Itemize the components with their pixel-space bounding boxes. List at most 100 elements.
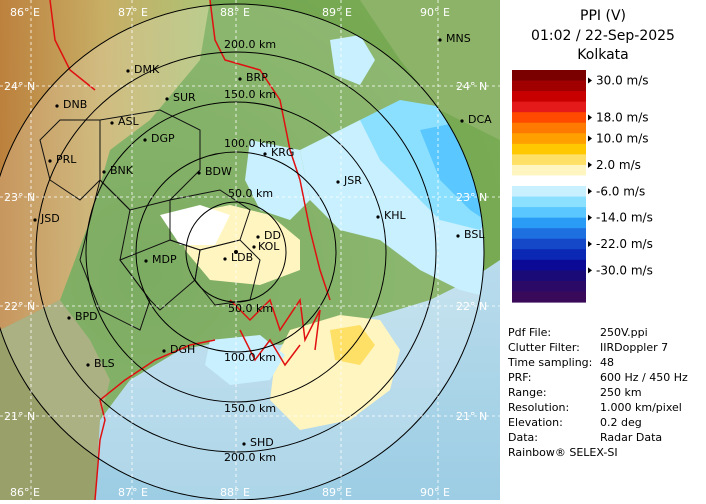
- city-mdp: MDP: [144, 253, 177, 266]
- svg-text:BRP: BRP: [246, 71, 268, 84]
- color-scale-label: 18.0 m/s: [596, 110, 649, 124]
- city-bnk: BNK: [102, 164, 134, 177]
- ring-label-100-north: 100.0 km: [224, 137, 276, 150]
- color-scale-label: -30.0 m/s: [596, 263, 653, 277]
- info-key: Resolution:: [508, 401, 570, 414]
- latitude-labels: 24° N 23° N 22° N 21° N 24° N 23° N 22° …: [4, 80, 487, 423]
- info-key: Clutter Filter:: [508, 341, 580, 354]
- color-scale-tick: [588, 114, 592, 121]
- ring-label-200-south: 200.0 km: [224, 451, 276, 464]
- coastline-and-rivers: [49, 0, 331, 501]
- color-scale-swatch: [512, 164, 586, 177]
- ring-label-50-north: 50.0 km: [228, 187, 273, 200]
- info-value: 250 km: [600, 386, 642, 399]
- svg-text:DMK: DMK: [134, 63, 160, 76]
- range-ring-labels: 200.0 km 150.0 km 100.0 km 50.0 km 50.0 …: [224, 38, 276, 464]
- color-scale-swatch: [512, 238, 586, 250]
- info-value: 600 Hz / 450 Hz: [600, 371, 688, 384]
- city-ldb: LDB: [223, 251, 253, 264]
- color-scale-label: -22.0 m/s: [596, 237, 653, 251]
- color-scale-label: 2.0 m/s: [596, 158, 641, 172]
- lat-label-24-right: 24° N: [456, 80, 487, 93]
- lon-label-88-top: 88° E: [220, 6, 250, 19]
- city-brp: BRP: [238, 71, 268, 84]
- plateau-terrain: [0, 0, 210, 330]
- info-value: 0.2 deg: [600, 416, 642, 429]
- color-scale-swatch: [512, 133, 586, 145]
- color-scale-swatch: [512, 175, 586, 187]
- coastal-terrain: [0, 300, 110, 500]
- color-scale-label: 30.0 m/s: [596, 74, 649, 88]
- color-scale-tick: [588, 267, 592, 274]
- svg-text:MNS: MNS: [446, 32, 471, 45]
- product-title: PPI (V): [580, 8, 626, 24]
- info-key: Range:: [508, 386, 547, 399]
- color-scale-labels: 30.0 m/s 18.0 m/s 10.0 m/s 2.0 m/s -6.0 m/s -…: [588, 74, 653, 277]
- info-range: Range: 250 km: [508, 386, 642, 399]
- lon-label-87-top: 87° E: [118, 6, 148, 19]
- city-markers: MNS DMK BRP DNB SUR ASL DGP DCA PRL KRG …: [33, 32, 492, 449]
- color-scale-tick: [588, 241, 592, 247]
- svg-text:KOL: KOL: [258, 240, 280, 253]
- svg-text:DCA: DCA: [468, 113, 492, 126]
- svg-text:MDP: MDP: [152, 253, 177, 266]
- color-scale-tick: [588, 188, 592, 195]
- color-scale-swatch: [512, 280, 586, 293]
- info-value: 250V.ppi: [600, 326, 648, 339]
- legend-panel: PPI (V) 01:02 / 22-Sep-2025 Kolkata 30.0…: [500, 0, 706, 500]
- svg-text:BDW: BDW: [205, 165, 232, 178]
- longitude-labels: 86° E 87° E 88° E 89° E 90° E 86° E 87° …: [10, 6, 450, 499]
- ring-label-150-south: 150.0 km: [224, 402, 276, 415]
- info-clutter-filter: Clutter Filter: IIRDoppler 7: [508, 341, 668, 354]
- city-bpd: BPD: [67, 310, 98, 323]
- color-scale-swatch: [512, 91, 586, 103]
- lat-label-23-left: 23° N: [4, 191, 35, 204]
- info-key: Time sampling:: [508, 356, 593, 369]
- svg-text:JSD: JSD: [40, 212, 60, 225]
- city-dnb: DNB: [55, 98, 87, 111]
- lon-label-89-top: 89° E: [322, 6, 352, 19]
- color-scale-swatch: [512, 186, 586, 198]
- lon-label-86-bottom: 86° E: [10, 486, 40, 499]
- color-scale-swatch: [512, 291, 586, 303]
- radar-map: 86° E 87° E 88° E 89° E 90° E 86° E 87° …: [0, 0, 500, 501]
- ring-label-100-south: 100.0 km: [224, 351, 276, 364]
- city-dca: DCA: [460, 113, 492, 126]
- lat-label-21-left: 21° N: [4, 410, 35, 423]
- city-asl: ASL: [110, 115, 140, 128]
- info-time-sampling: Time sampling: 48: [508, 356, 614, 369]
- color-scale-swatch: [512, 228, 586, 240]
- color-scale-swatch: [512, 154, 586, 166]
- city-sur: SUR: [165, 91, 196, 104]
- info-elevation: Elevation: 0.2 deg: [508, 416, 642, 429]
- svg-text:KRG: KRG: [271, 146, 294, 159]
- lat-lon-grid: [0, 0, 500, 500]
- color-scale-tick: [588, 135, 592, 142]
- color-scale-swatch: [512, 143, 586, 155]
- color-scale-swatch: [512, 207, 586, 219]
- city-khl: KHL: [376, 209, 406, 222]
- lon-label-90-bottom: 90° E: [420, 486, 450, 499]
- city-bls: BLS: [86, 357, 115, 370]
- city-mns: MNS: [438, 32, 471, 45]
- lon-label-86-top: 86° E: [10, 6, 40, 19]
- svg-text:BPD: BPD: [75, 310, 98, 323]
- lat-label-24-left: 24° N: [4, 80, 35, 93]
- city-jsd: JSD: [33, 212, 60, 225]
- ring-label-200-north: 200.0 km: [224, 38, 276, 51]
- info-key: PRF:: [508, 371, 532, 384]
- city-jsr: JSR: [336, 174, 362, 187]
- city-bdw: BDW: [197, 165, 232, 178]
- city-kol: KOL: [252, 240, 280, 253]
- station-name: Kolkata: [577, 47, 629, 63]
- color-scale-swatch: [512, 270, 586, 282]
- svg-text:BNK: BNK: [110, 164, 134, 177]
- color-scale-label: -14.0 m/s: [596, 211, 653, 225]
- svg-text:BSL: BSL: [464, 228, 485, 241]
- city-krg: KRG: [263, 146, 294, 159]
- city-dd: DD: [256, 229, 281, 242]
- color-scale-tick: [588, 77, 592, 84]
- color-scale-label: 10.0 m/s: [596, 132, 649, 146]
- info-prf: PRF: 600 Hz / 450 Hz: [508, 371, 688, 384]
- software-credit: Rainbow® SELEX-SI: [508, 446, 618, 459]
